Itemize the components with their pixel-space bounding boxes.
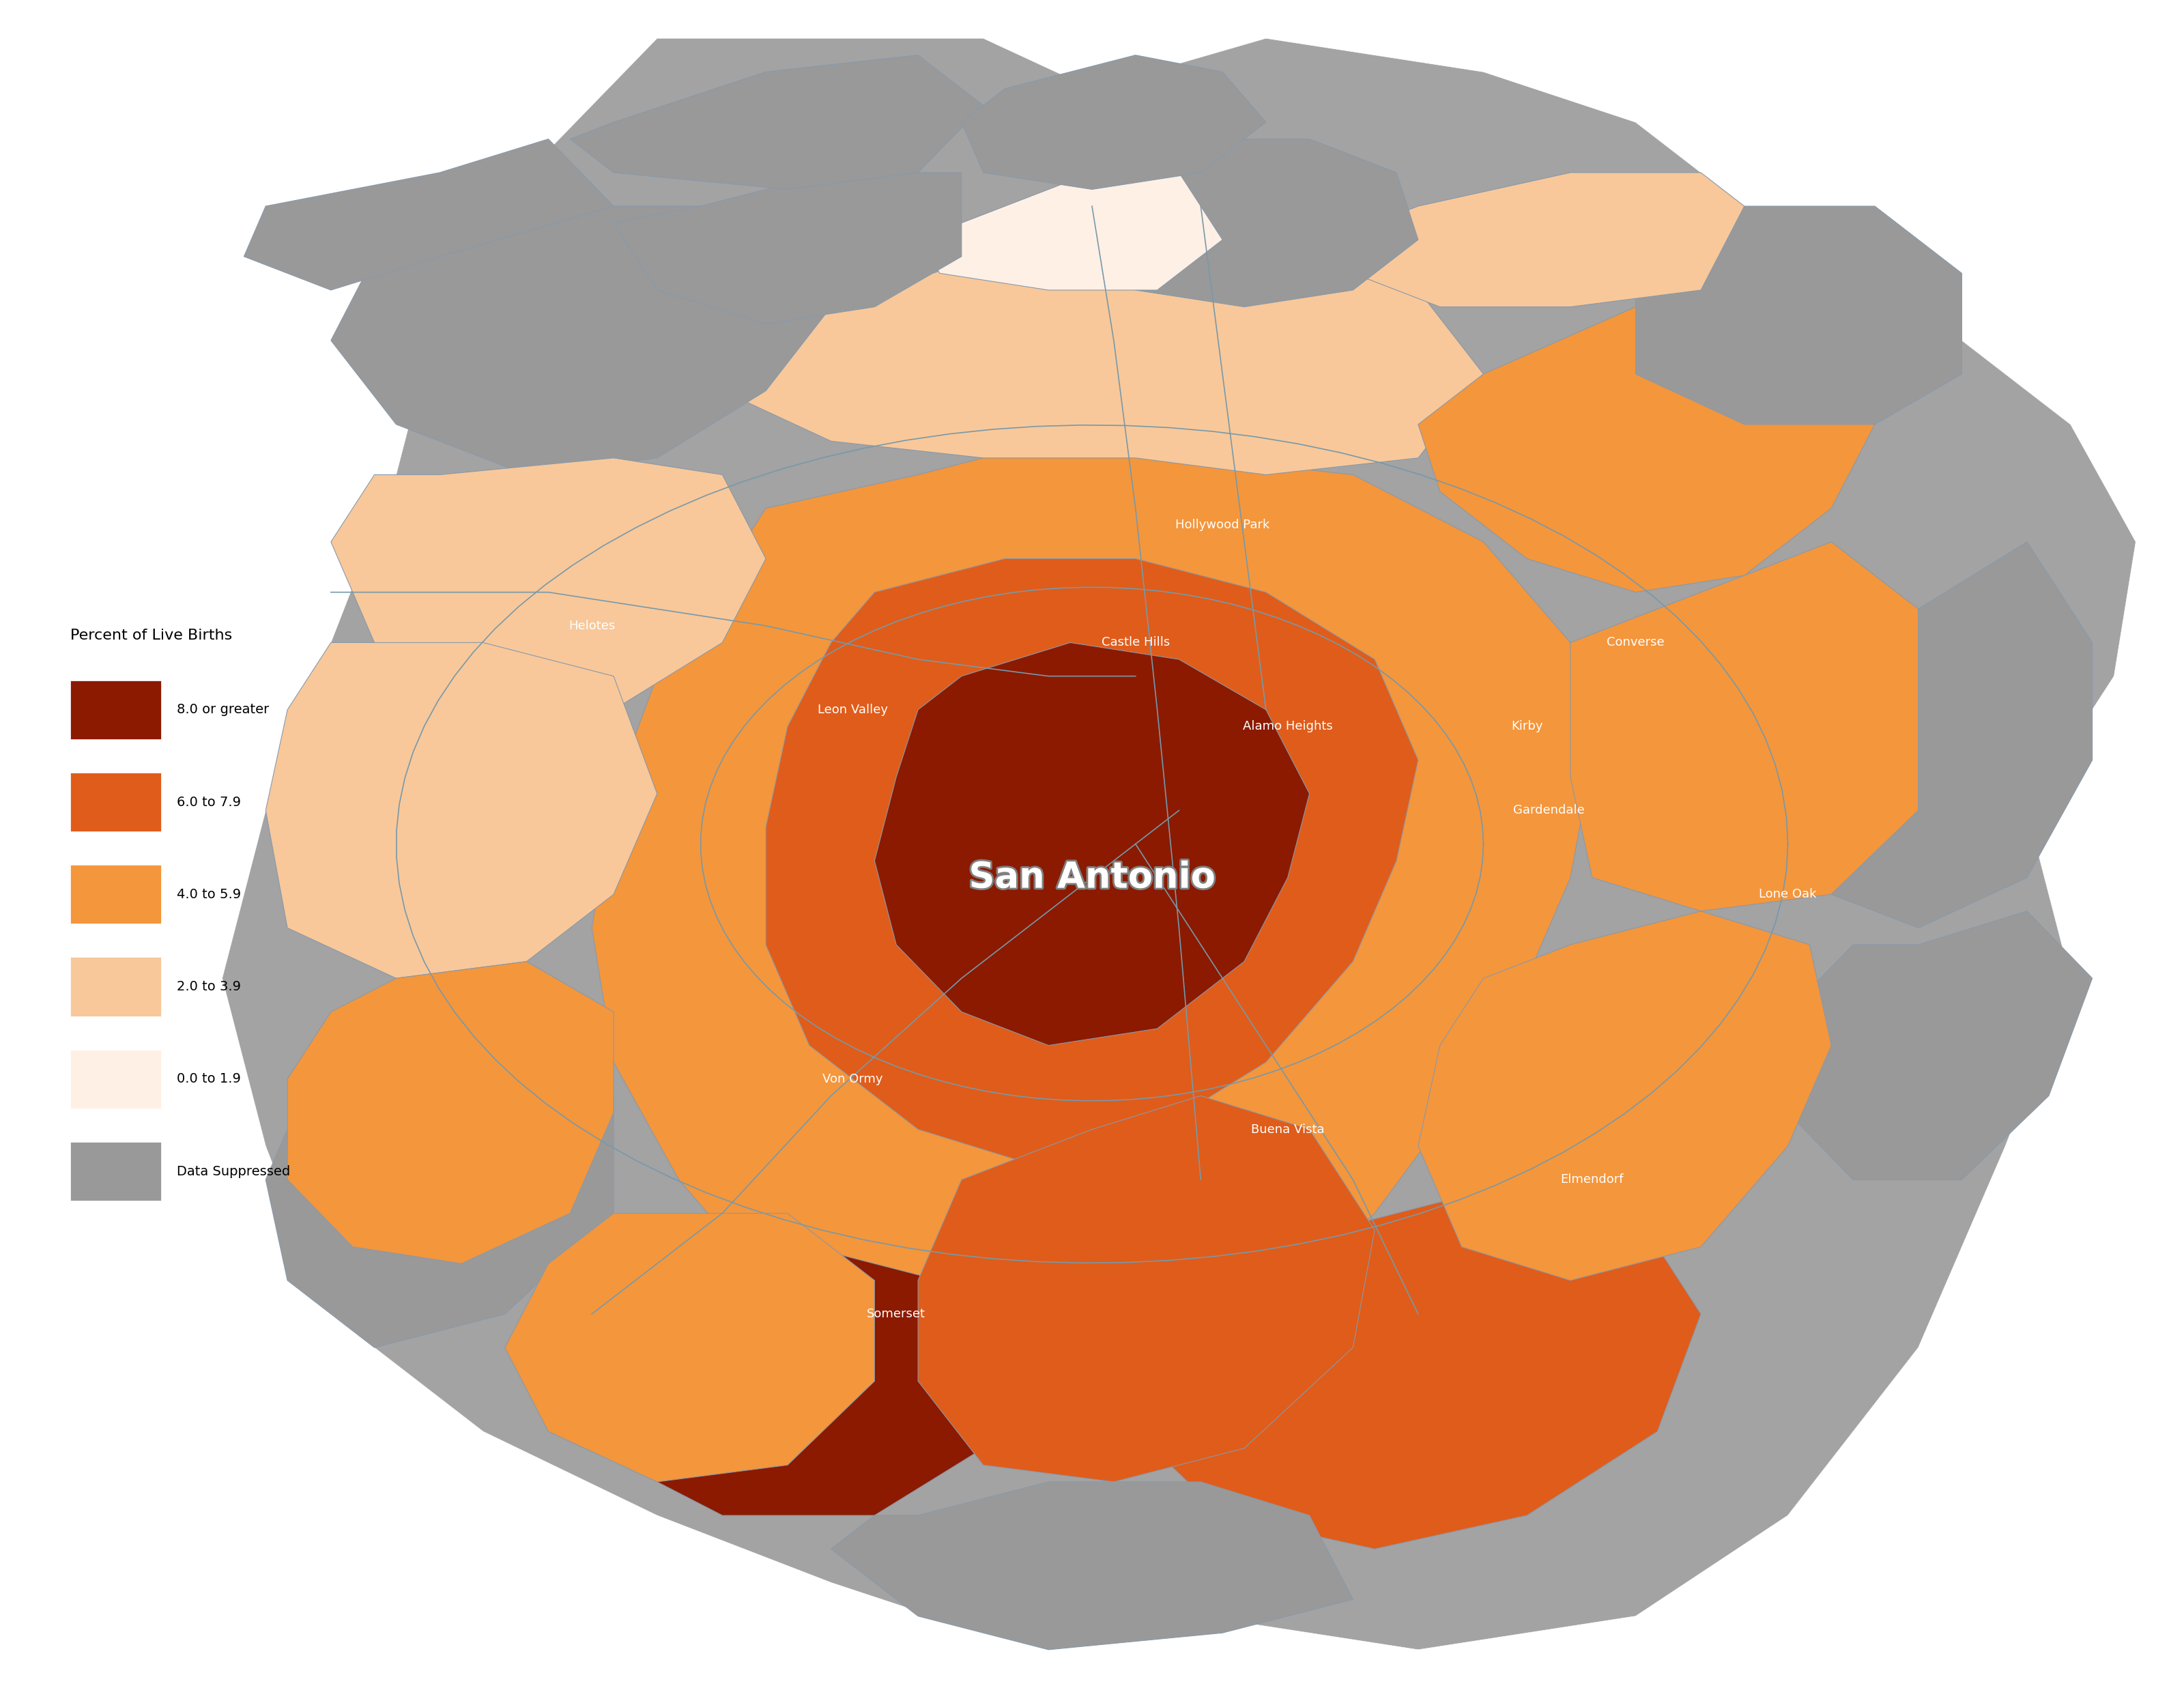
Polygon shape (592, 441, 1592, 1398)
Polygon shape (1636, 206, 1961, 424)
Text: Helotes: Helotes (568, 619, 616, 631)
FancyBboxPatch shape (70, 957, 162, 1016)
Text: Gardendale: Gardendale (1514, 803, 1583, 817)
Text: Castle Hills: Castle Hills (1101, 636, 1171, 648)
Polygon shape (1417, 290, 1874, 592)
Polygon shape (505, 1214, 874, 1482)
Text: Kirby: Kirby (1511, 721, 1542, 733)
Polygon shape (223, 39, 2136, 1649)
Text: Buena Vista: Buena Vista (1251, 1123, 1324, 1136)
Text: Von Ormy: Von Ormy (823, 1074, 882, 1085)
Polygon shape (245, 138, 614, 290)
Polygon shape (832, 1482, 1352, 1649)
Text: Alamo Heights: Alamo Heights (1243, 721, 1332, 733)
Text: Elmendorf: Elmendorf (1562, 1173, 1623, 1187)
Polygon shape (570, 56, 983, 189)
Polygon shape (288, 962, 614, 1264)
Polygon shape (614, 172, 961, 324)
Polygon shape (961, 56, 1267, 189)
Text: San Antonio: San Antonio (970, 859, 1214, 895)
Polygon shape (332, 206, 832, 474)
Text: Converse: Converse (1607, 636, 1664, 648)
Polygon shape (266, 1045, 614, 1347)
Text: Percent of Live Births: Percent of Live Births (70, 630, 232, 643)
Text: Leon Valley: Leon Valley (817, 704, 889, 716)
FancyBboxPatch shape (70, 1050, 162, 1109)
Polygon shape (266, 643, 657, 979)
Text: 6.0 to 7.9: 6.0 to 7.9 (177, 795, 240, 809)
Text: Data Suppressed: Data Suppressed (177, 1165, 290, 1178)
Text: Somerset: Somerset (867, 1308, 926, 1320)
Polygon shape (1136, 1180, 1701, 1550)
Polygon shape (1417, 912, 1832, 1281)
Polygon shape (767, 559, 1417, 1163)
Polygon shape (1832, 542, 2092, 928)
Polygon shape (1570, 542, 1961, 912)
Polygon shape (526, 1214, 1026, 1516)
Text: Lone Oak: Lone Oak (1758, 888, 1817, 900)
Polygon shape (1352, 172, 1745, 307)
Text: 2.0 to 3.9: 2.0 to 3.9 (177, 981, 240, 993)
FancyBboxPatch shape (70, 680, 162, 739)
Text: 4.0 to 5.9: 4.0 to 5.9 (177, 888, 240, 901)
Polygon shape (874, 643, 1310, 1045)
Text: 8.0 or greater: 8.0 or greater (177, 704, 269, 716)
Polygon shape (917, 1096, 1374, 1482)
Polygon shape (917, 172, 1223, 290)
Polygon shape (1789, 912, 2092, 1180)
FancyBboxPatch shape (70, 773, 162, 832)
FancyBboxPatch shape (70, 864, 162, 923)
FancyBboxPatch shape (70, 1143, 162, 1200)
Polygon shape (1026, 138, 1417, 307)
Text: Hollywood Park: Hollywood Park (1175, 518, 1269, 532)
Polygon shape (723, 240, 1483, 474)
Text: 0.0 to 1.9: 0.0 to 1.9 (177, 1072, 240, 1085)
Polygon shape (332, 457, 767, 709)
